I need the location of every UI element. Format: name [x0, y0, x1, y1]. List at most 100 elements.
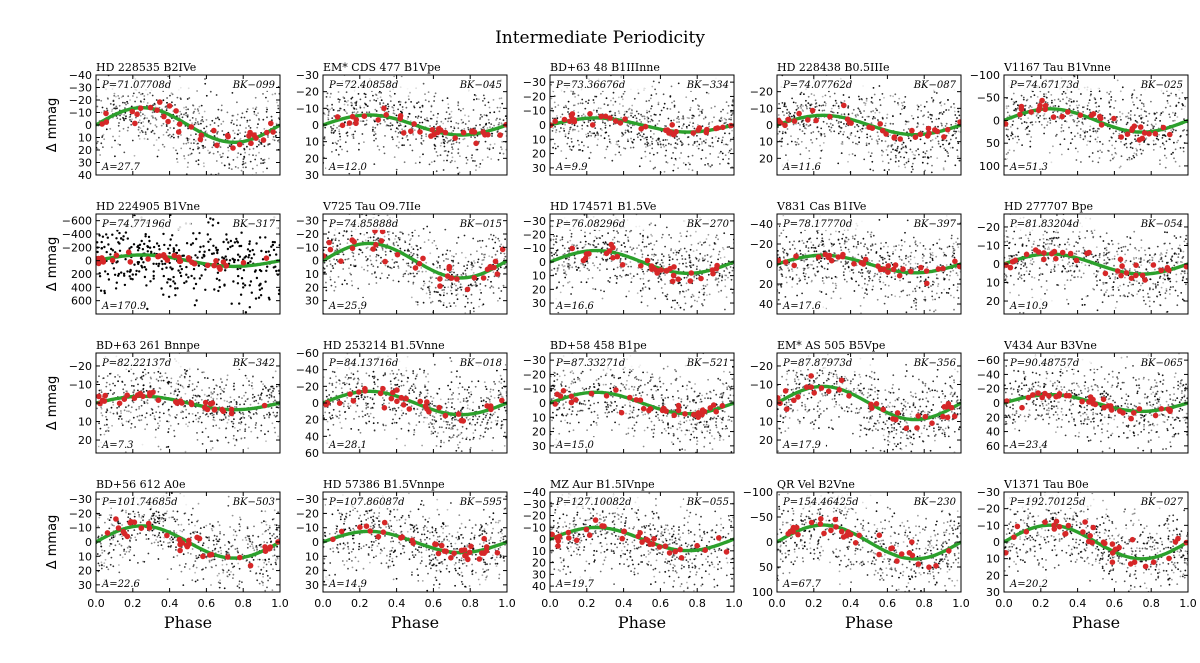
- data-point: [1012, 103, 1015, 106]
- binned-point: [191, 260, 198, 267]
- data-point: [460, 274, 463, 276]
- data-point: [672, 119, 675, 122]
- panel-title: HD 228535 B2IVe: [96, 61, 196, 74]
- data-point: [142, 125, 145, 128]
- data-point: [126, 129, 129, 132]
- data-point: [1121, 112, 1124, 115]
- binned-point: [160, 252, 167, 258]
- data-point: [215, 117, 217, 120]
- data-point: [626, 124, 629, 126]
- data-point: [727, 162, 729, 165]
- data-point: [631, 109, 633, 112]
- data-point: [395, 127, 398, 130]
- data-point: [863, 158, 866, 161]
- data-point: [791, 97, 793, 100]
- data-point: [183, 281, 186, 285]
- data-point: [650, 94, 653, 97]
- data-point: [251, 248, 254, 252]
- data-point: [889, 134, 892, 137]
- data-point: [229, 145, 231, 148]
- data-point: [636, 120, 638, 123]
- data-point: [265, 110, 268, 113]
- binned-point: [420, 255, 426, 262]
- data-point: [413, 106, 416, 109]
- data-point: [1076, 117, 1079, 120]
- data-point: [451, 148, 454, 151]
- data-point: [551, 254, 553, 257]
- data-point: [874, 117, 876, 120]
- data-point: [1012, 92, 1015, 95]
- data-point: [146, 93, 149, 96]
- data-point: [134, 273, 138, 276]
- data-point: [433, 95, 436, 98]
- data-point: [1186, 129, 1188, 132]
- data-point: [248, 284, 251, 287]
- data-point: [1028, 130, 1030, 132]
- data-point: [231, 114, 234, 117]
- data-point: [569, 128, 571, 131]
- data-point: [873, 93, 876, 96]
- data-point: [456, 242, 458, 244]
- data-point: [682, 143, 684, 145]
- data-point: [497, 237, 500, 240]
- data-point: [644, 136, 647, 139]
- data-point: [113, 273, 117, 276]
- data-point: [574, 104, 576, 107]
- data-point: [604, 241, 607, 244]
- data-point: [394, 238, 396, 240]
- data-point: [1111, 121, 1113, 123]
- data-point: [604, 122, 606, 125]
- data-point: [243, 155, 246, 158]
- data-point: [678, 125, 680, 128]
- data-point: [217, 289, 220, 293]
- data-point: [907, 127, 910, 130]
- binned-point: [571, 118, 578, 125]
- data-point: [915, 188, 917, 190]
- data-point: [492, 247, 495, 250]
- data-point: [486, 127, 489, 129]
- data-point: [383, 152, 386, 155]
- data-point: [148, 239, 151, 243]
- data-point: [324, 126, 327, 129]
- data-point: [1141, 121, 1143, 124]
- data-point: [454, 305, 457, 307]
- data-point: [225, 233, 228, 236]
- data-point: [452, 142, 455, 145]
- data-point: [793, 114, 795, 117]
- binned-point: [932, 127, 938, 133]
- binned-point: [214, 142, 220, 149]
- data-point: [638, 165, 641, 168]
- data-point: [447, 140, 450, 143]
- data-point: [834, 99, 837, 102]
- data-point: [332, 238, 335, 240]
- data-point: [363, 141, 365, 144]
- data-point: [627, 116, 630, 119]
- data-point: [1119, 115, 1122, 118]
- data-point: [225, 258, 228, 261]
- data-point: [105, 250, 108, 254]
- data-point: [1178, 97, 1181, 100]
- data-point: [727, 104, 730, 107]
- data-point: [833, 92, 836, 95]
- data-point: [589, 119, 592, 122]
- binned-point: [777, 120, 784, 126]
- data-point: [587, 99, 590, 102]
- data-point: [428, 100, 430, 103]
- data-point: [852, 108, 855, 111]
- data-point: [153, 132, 156, 135]
- data-point: [556, 117, 559, 120]
- data-point: [1129, 114, 1132, 116]
- data-point: [1026, 133, 1028, 136]
- data-point: [689, 106, 692, 109]
- data-point: [136, 96, 138, 99]
- data-point: [1164, 147, 1166, 150]
- data-point: [449, 271, 451, 274]
- data-point: [658, 137, 660, 140]
- data-point: [657, 143, 660, 146]
- data-point: [597, 134, 600, 137]
- data-point: [618, 145, 621, 148]
- data-point: [594, 127, 597, 129]
- binned-point: [926, 130, 932, 137]
- data-point: [387, 233, 390, 236]
- data-point: [809, 124, 812, 126]
